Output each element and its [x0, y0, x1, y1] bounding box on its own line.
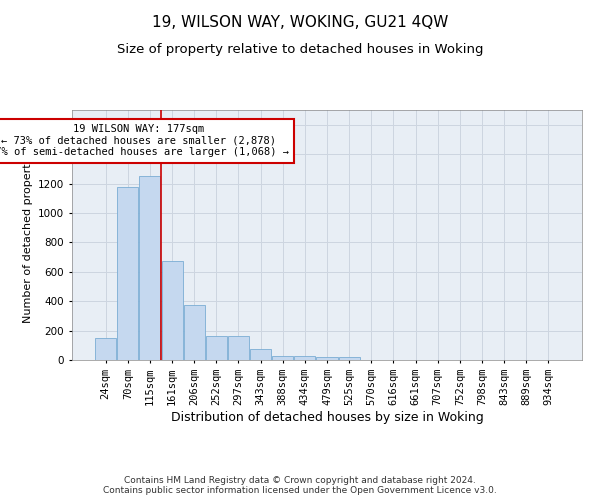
Text: 19, WILSON WAY, WOKING, GU21 4QW: 19, WILSON WAY, WOKING, GU21 4QW	[152, 15, 448, 30]
Bar	[206, 336, 227, 360]
Text: 19 WILSON WAY: 177sqm
← 73% of detached houses are smaller (2,878)
27% of semi-d: 19 WILSON WAY: 177sqm ← 73% of detached …	[0, 124, 289, 158]
Bar	[139, 176, 160, 360]
Bar	[338, 357, 359, 360]
Bar	[161, 260, 182, 360]
Bar	[272, 356, 293, 360]
Bar	[250, 349, 271, 360]
Text: Contains HM Land Registry data © Crown copyright and database right 2024.
Contai: Contains HM Land Registry data © Crown c…	[103, 476, 497, 495]
Y-axis label: Number of detached properties: Number of detached properties	[23, 148, 32, 322]
Bar	[295, 356, 316, 360]
Bar	[228, 336, 249, 360]
Bar	[118, 187, 139, 360]
Bar	[316, 357, 338, 360]
Bar	[184, 305, 205, 360]
X-axis label: Distribution of detached houses by size in Woking: Distribution of detached houses by size …	[170, 410, 484, 424]
Text: Size of property relative to detached houses in Woking: Size of property relative to detached ho…	[117, 42, 483, 56]
Bar	[95, 338, 116, 360]
